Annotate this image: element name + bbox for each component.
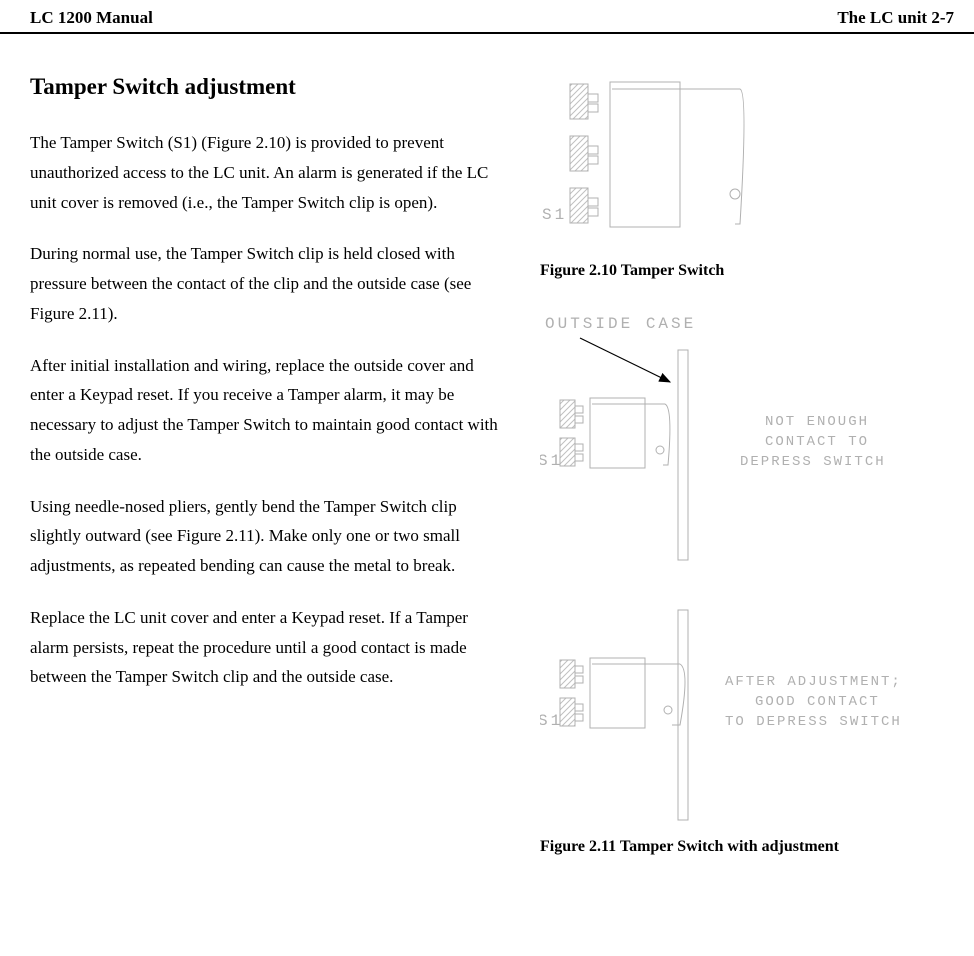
fig11-note-bot-3: TO DEPRESS SWITCH [725, 714, 902, 730]
fig11-bottom-switch [560, 660, 583, 726]
fig11-note-top-1: NOT ENOUGH [765, 414, 869, 430]
fig11-top-diagram [678, 350, 688, 560]
fig11-top-switch [560, 400, 583, 466]
figure-2-10: S1 Figure 2.10 Tamper Switch [540, 74, 960, 280]
fig11-note-bot-1: AFTER ADJUSTMENT; [725, 674, 902, 690]
arrow-outside-case [580, 338, 670, 382]
para-4: Using needle-nosed pliers, gently bend t… [30, 492, 510, 581]
fig11-note-top-3: DEPRESS SWITCH [740, 454, 886, 470]
header-right: The LC unit 2-7 [837, 8, 954, 28]
fig11-label-s1-a: S1 [540, 452, 563, 470]
fig10-label-s1: S1 [542, 206, 567, 224]
figure-2-10-svg: S1 [540, 74, 770, 254]
fig11-note-bot-2: GOOD CONTACT [755, 694, 880, 710]
fig11-note-top-2: CONTACT TO [765, 434, 869, 450]
fig11-label-outside: OUTSIDE CASE [545, 315, 696, 333]
figure-2-11-svg: OUTSIDE CASE [540, 310, 960, 830]
fig11-label-s1-b: S1 [540, 712, 563, 730]
figure-2-11: OUTSIDE CASE [540, 310, 960, 856]
page-header: LC 1200 Manual The LC unit 2-7 [0, 0, 974, 34]
left-column: Tamper Switch adjustment The Tamper Swit… [30, 74, 510, 886]
figure-2-11-caption: Figure 2.11 Tamper Switch with adjustmen… [540, 838, 960, 856]
para-2: During normal use, the Tamper Switch cli… [30, 239, 510, 328]
figure-2-10-caption: Figure 2.10 Tamper Switch [540, 262, 960, 280]
para-5: Replace the LC unit cover and enter a Ke… [30, 603, 510, 692]
section-heading: Tamper Switch adjustment [30, 74, 510, 100]
para-3: After initial installation and wiring, r… [30, 351, 510, 470]
header-left: LC 1200 Manual [30, 8, 153, 28]
content-wrap: Tamper Switch adjustment The Tamper Swit… [0, 34, 974, 906]
para-1: The Tamper Switch (S1) (Figure 2.10) is … [30, 128, 510, 217]
right-column: S1 Figure 2.10 Tamper Switch OUTSIDE CAS… [540, 74, 960, 886]
